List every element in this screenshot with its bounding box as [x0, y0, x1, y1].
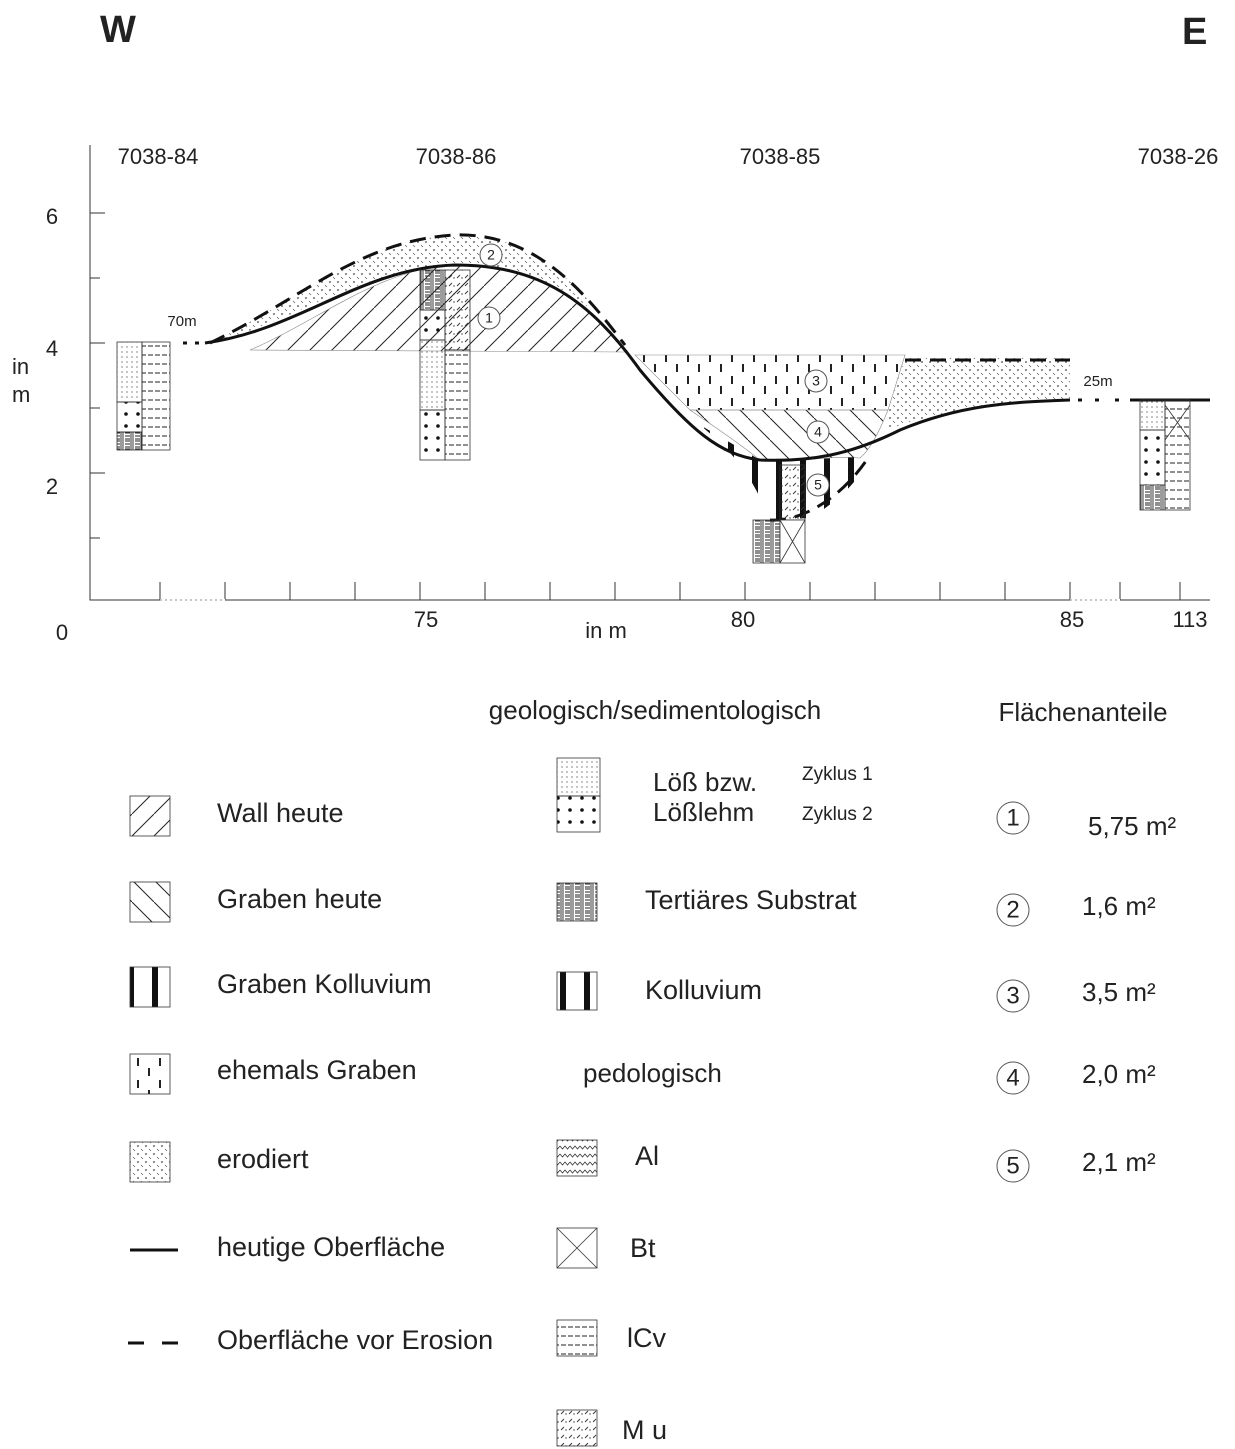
swatch — [130, 1054, 170, 1094]
legend-title: Flächenanteile — [998, 697, 1167, 727]
area-number: 2 — [1006, 896, 1019, 923]
profile-label: 7038-26 — [1138, 144, 1219, 169]
legend-label: heutige Oberfläche — [217, 1232, 445, 1262]
x-ticks — [160, 582, 1180, 600]
swatch — [557, 758, 600, 796]
y-axis-label: m — [12, 382, 30, 407]
swatch — [557, 1320, 597, 1356]
legend-label: erodiert — [217, 1144, 309, 1174]
area-value: 5,75 m² — [1088, 811, 1176, 841]
core — [117, 432, 142, 450]
core — [420, 270, 445, 310]
area-value: 3,5 m² — [1082, 977, 1156, 1007]
legend-label: Lößlehm — [653, 797, 754, 827]
swatch — [557, 1410, 597, 1446]
area-value: 1,6 m² — [1082, 891, 1156, 921]
core — [117, 342, 142, 402]
profile-label: 7038-85 — [740, 144, 821, 169]
core — [780, 465, 805, 520]
distance-label: 25m — [1083, 373, 1112, 390]
core — [117, 402, 142, 432]
y-ticks — [90, 213, 105, 538]
x-tick-label: 113 — [1172, 607, 1207, 632]
core — [420, 340, 445, 410]
legend-label: Oberfläche vor Erosion — [217, 1325, 493, 1355]
legend-label: Bt — [630, 1233, 656, 1263]
legend-label: Al — [635, 1141, 659, 1171]
area-number: 3 — [812, 373, 820, 389]
y-tick-label: 4 — [46, 336, 58, 361]
area-number: 4 — [814, 424, 822, 440]
core — [1140, 485, 1165, 510]
area-number: 3 — [1006, 982, 1019, 1009]
swatch — [130, 1142, 170, 1182]
distance-label: 70m — [167, 313, 196, 330]
core — [1140, 430, 1165, 485]
area-value: 2,1 m² — [1082, 1147, 1156, 1177]
profile-label: 7038-86 — [416, 144, 497, 169]
core — [753, 520, 780, 563]
swatch — [557, 1140, 597, 1176]
x-tick-label: 85 — [1060, 607, 1084, 632]
legend-label: Graben Kolluvium — [217, 969, 432, 999]
area-number: 4 — [1006, 1064, 1019, 1091]
swatch — [130, 967, 170, 1007]
area-number: 1 — [485, 310, 493, 326]
swatch — [557, 883, 597, 921]
legend-label: ehemals Graben — [217, 1055, 417, 1085]
swatch — [557, 796, 600, 832]
x-axis-label: in m — [585, 618, 627, 643]
area-former-ditch — [635, 355, 905, 410]
area-ditch — [690, 410, 888, 461]
core — [142, 342, 170, 450]
y-axis-label: in — [12, 354, 29, 379]
area-value: 2,0 m² — [1082, 1059, 1156, 1089]
legend-label: Tertiäres Substrat — [645, 885, 857, 915]
core — [445, 350, 470, 460]
legend-label: lCv — [627, 1323, 666, 1353]
legend-label: Wall heute — [217, 798, 344, 828]
legend-note: Zyklus 1 — [802, 764, 873, 785]
area-eroded-east — [888, 358, 1070, 430]
area-number: 1 — [1006, 804, 1019, 831]
y-tick-label: 0 — [56, 620, 68, 645]
swatch — [130, 796, 170, 836]
core — [445, 270, 470, 350]
area-number: 2 — [487, 247, 495, 263]
swatch — [557, 972, 597, 1010]
area-number: 5 — [1006, 1152, 1019, 1179]
x-tick-label: 75 — [414, 607, 438, 632]
area-number: 5 — [814, 477, 822, 493]
direction-west: W — [100, 9, 136, 51]
y-tick-label: 2 — [46, 474, 58, 499]
core — [420, 310, 445, 340]
core — [1140, 400, 1165, 430]
legend-title: geologisch/sedimentologisch — [489, 695, 821, 725]
legend-note: Zyklus 2 — [802, 804, 873, 825]
legend-label: M u — [622, 1415, 667, 1445]
swatch — [130, 882, 170, 922]
legend-label: Kolluvium — [645, 975, 762, 1005]
core — [420, 410, 445, 460]
legend-label: Graben heute — [217, 884, 382, 914]
y-tick-label: 6 — [46, 204, 58, 229]
profile-label: 7038-84 — [118, 144, 199, 169]
x-tick-label: 80 — [731, 607, 755, 632]
legend-label: Löß bzw. — [653, 767, 757, 797]
cross-section-figure: W E 7038-84 7038-86 7038-85 7038-26 in m 6 4 2 0 75 8… — [0, 0, 1235, 1449]
core — [1165, 400, 1190, 510]
legend-title: pedologisch — [583, 1058, 722, 1088]
direction-east: E — [1182, 11, 1207, 53]
